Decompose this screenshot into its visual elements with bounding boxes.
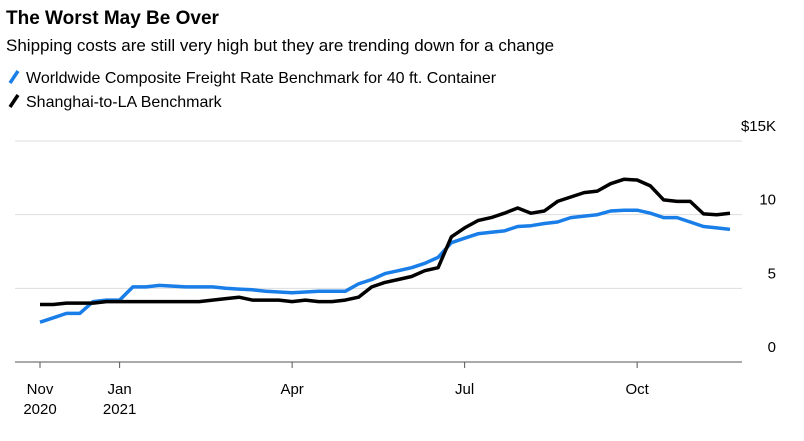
legend-swatch: [8, 70, 20, 84]
x-tick-label: Nov 2020: [23, 381, 56, 418]
y-tick-label: 10: [759, 192, 776, 209]
y-tick-label: 0: [768, 339, 776, 356]
x-tick-label: Jul: [455, 381, 474, 398]
series-line: [40, 177, 731, 307]
x-tick-label: Oct: [625, 381, 649, 398]
y-tick-label: 5: [768, 265, 776, 282]
x-tick-label: Jan 2021: [103, 381, 136, 418]
legend-label: Shanghai-to-LA Benchmark: [26, 94, 223, 111]
series-line: [39, 208, 731, 324]
chart-subtitle: Shipping costs are still very high but t…: [6, 36, 554, 55]
legend-swatch: [8, 94, 20, 108]
x-tick-label: Apr: [280, 381, 303, 398]
legend-label: Worldwide Composite Freight Rate Benchma…: [26, 70, 497, 87]
y-tick-label: $15K: [741, 118, 776, 135]
chart-title: The Worst May Be Over: [6, 8, 220, 29]
